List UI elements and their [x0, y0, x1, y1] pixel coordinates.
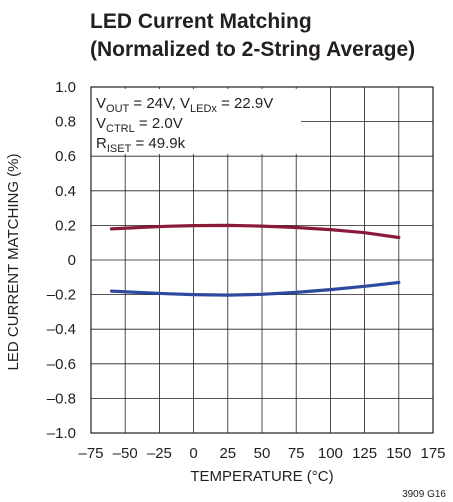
- y-tick-label: –1.0: [47, 425, 76, 442]
- y-tick-label: 0.8: [55, 114, 76, 131]
- chart-title-line-2: (Normalized to 2-String Average): [90, 38, 415, 61]
- x-tick-label: 0: [189, 445, 197, 462]
- y-tick-label: 0.4: [55, 183, 76, 200]
- annotation-line-3: RISET = 49.9k: [96, 135, 186, 155]
- chart-title-line-1: LED Current Matching: [90, 10, 312, 33]
- x-tick-label: –25: [147, 445, 172, 462]
- annotation-line-1: VOUT = 24V, VLEDx = 22.9V: [96, 95, 273, 115]
- y-axis-label: LED CURRENT MATCHING (%): [5, 154, 22, 371]
- y-tick-label: 1.0: [55, 79, 76, 96]
- x-tick-label: 150: [386, 445, 411, 462]
- x-tick-label: 50: [254, 445, 271, 462]
- figure-id: 3909 G16: [402, 489, 446, 500]
- x-tick-label: –75: [78, 445, 103, 462]
- annotation-line-2: VCTRL = 2.0V: [96, 115, 183, 135]
- y-tick-labels: 1.0 0.8 0.6 0.4 0.2 0 –0.2 –0.4 –0.6 –0.8 –1.0: [47, 79, 76, 442]
- y-tick-label: –0.6: [47, 356, 76, 373]
- annotation-box: [91, 89, 301, 154]
- y-tick-label: –0.4: [47, 321, 76, 338]
- series-line-1: [109, 223, 401, 240]
- y-tick-label: –0.2: [47, 287, 76, 304]
- series-group: [109, 223, 401, 297]
- x-tick-labels: –75 –50 –25 0 25 50 75 100 125 150 175: [78, 445, 445, 462]
- x-tick-label: 25: [219, 445, 236, 462]
- x-tick-label: 75: [288, 445, 305, 462]
- y-tick-label: 0.2: [55, 217, 76, 234]
- x-tick-label: –50: [113, 445, 138, 462]
- y-tick-label: 0.6: [55, 148, 76, 165]
- y-tick-label: –0.8: [47, 390, 76, 407]
- plot-frame: [90, 86, 434, 434]
- x-tick-label: 175: [420, 445, 445, 462]
- series-line-2: [109, 280, 401, 297]
- x-axis-label: TEMPERATURE (°C): [190, 468, 333, 485]
- y-tick-label: 0: [68, 252, 76, 269]
- x-tick-label: 125: [352, 445, 377, 462]
- x-tick-label: 100: [318, 445, 343, 462]
